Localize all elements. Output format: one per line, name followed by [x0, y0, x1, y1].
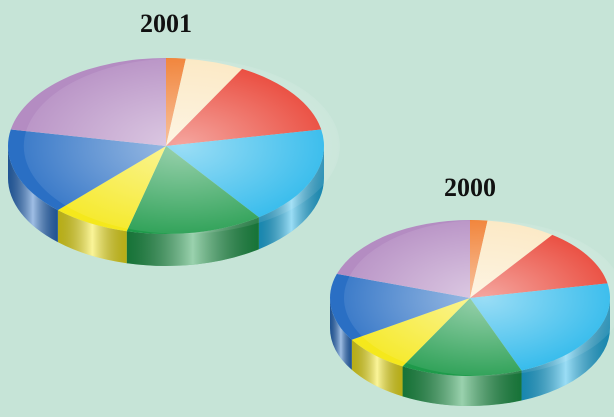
- pie-chart: 2001: [8, 9, 340, 266]
- chart-title: 2000: [444, 173, 496, 202]
- top-shine: [344, 220, 614, 376]
- top-shine: [24, 58, 340, 234]
- page: 2001 2000: [0, 0, 614, 417]
- chart-title: 2001: [140, 9, 192, 38]
- pie-chart: 2000: [330, 173, 614, 406]
